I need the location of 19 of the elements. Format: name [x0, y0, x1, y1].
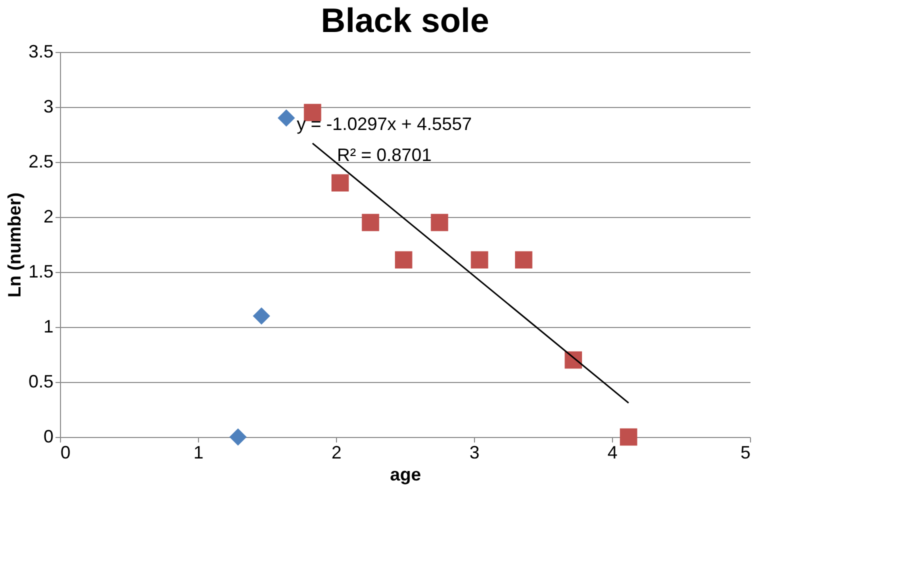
chart-title: Black sole	[320, 2, 490, 40]
annotation: y = -1.0297x + 4.5557	[296, 114, 472, 134]
y-tick-label: 1.5	[28, 262, 54, 282]
y-tick-label: 0	[43, 426, 54, 446]
x-tick-label: 3	[469, 442, 480, 462]
x-tick-label: 2	[331, 442, 342, 462]
y-tick-label: 2	[43, 206, 54, 226]
y-tick-label: 1	[43, 316, 54, 336]
y-tick-label: 3.5	[28, 42, 54, 62]
x-tick-label: 4	[607, 442, 618, 462]
y-tick-label: 3	[43, 96, 54, 116]
x-axis-title: age	[390, 464, 422, 484]
x-tick-label: 0	[60, 442, 71, 462]
annotation: R² = 0.8701	[337, 144, 432, 165]
y-tick-label: 2.5	[28, 152, 54, 172]
x-tick-label: 1	[193, 442, 204, 462]
x-tick-label: 5	[740, 442, 750, 462]
y-axis-title: Ln (number)	[4, 192, 24, 298]
y-tick-label: 0.5	[28, 372, 54, 392]
